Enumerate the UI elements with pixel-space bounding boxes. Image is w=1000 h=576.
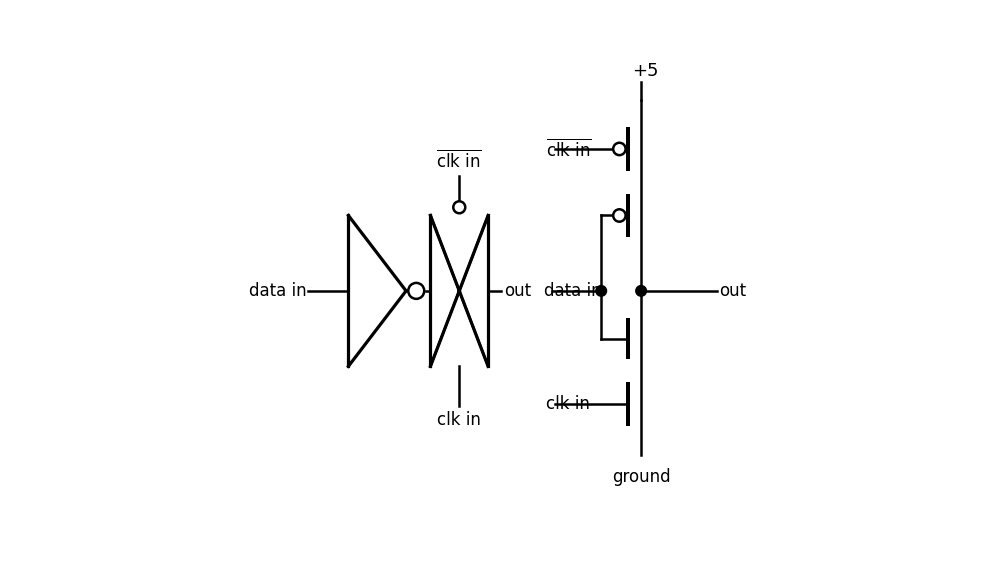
Text: data in: data in [544, 282, 601, 300]
Text: out: out [719, 282, 746, 300]
Circle shape [596, 286, 607, 296]
Text: $\overline{\mathrm{clk\ in}}$: $\overline{\mathrm{clk\ in}}$ [436, 149, 482, 171]
Text: clk in: clk in [437, 411, 481, 429]
Circle shape [613, 143, 626, 155]
Text: ground: ground [612, 468, 670, 486]
Text: $\overline{\mathrm{clk\ in}}$: $\overline{\mathrm{clk\ in}}$ [546, 138, 592, 160]
Circle shape [453, 201, 465, 213]
Circle shape [613, 209, 626, 222]
Circle shape [636, 286, 646, 296]
Text: out: out [504, 282, 531, 300]
Text: clk in: clk in [546, 395, 590, 413]
Circle shape [408, 283, 424, 299]
Text: +5: +5 [632, 62, 659, 80]
Text: data in: data in [249, 282, 306, 300]
